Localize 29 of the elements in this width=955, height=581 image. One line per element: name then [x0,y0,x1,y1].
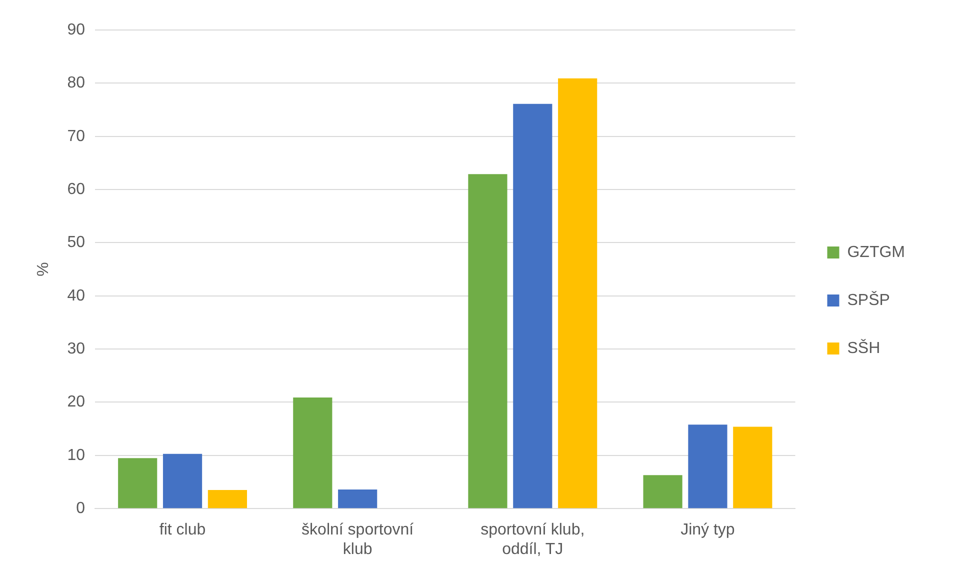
y-tick-label: 40 [67,287,86,304]
y-tick-label: 10 [67,446,86,464]
bar [293,397,332,508]
bar [118,458,158,508]
x-tick-label: sportovní klub, oddíl, TJ [480,522,585,558]
bar [513,104,552,508]
bar [162,454,202,508]
x-tick-label: školní sportovní klub [302,522,414,558]
bar [338,489,378,508]
bar [643,475,682,508]
x-tick-label: Jiný typ [680,522,735,539]
bar [733,426,772,508]
y-tick-label: 50 [67,234,86,252]
x-tick-label: fit club [159,522,206,539]
legend-label: GZTGM [847,244,905,261]
y-tick-label: 90 [67,21,86,38]
y-tick-label: 60 [67,180,86,198]
y-tick-label: 70 [67,128,86,145]
legend-label: SPŠP [847,290,890,309]
y-axis-title: % [35,262,52,276]
bar [688,424,728,508]
bar [468,174,508,508]
legend-label: SŠH [847,338,880,357]
y-tick-label: 30 [67,340,86,358]
y-tick-label: 80 [67,74,86,92]
bar [558,78,598,508]
y-tick-label: 0 [76,500,86,518]
y-tick-label: 20 [67,394,86,411]
bar [208,490,248,508]
